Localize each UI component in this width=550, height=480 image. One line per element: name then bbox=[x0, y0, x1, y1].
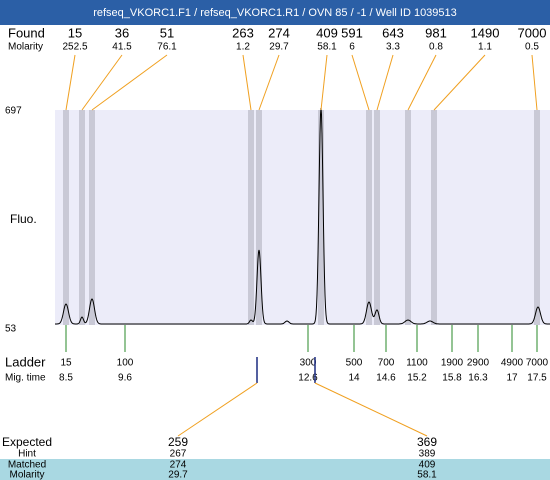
ladder-size: 700 bbox=[378, 358, 395, 369]
matched-size: 274 bbox=[170, 460, 187, 471]
row-label: Found bbox=[8, 25, 45, 40]
found-molarity: 1.1 bbox=[478, 42, 492, 53]
row-label: Mig. time bbox=[5, 373, 46, 384]
found-molarity: 0.8 bbox=[429, 42, 443, 53]
peak-link bbox=[351, 54, 370, 111]
found-size: 263 bbox=[232, 25, 254, 40]
row-label: Hint bbox=[18, 449, 36, 460]
ladder-size: 1900 bbox=[441, 358, 464, 369]
peak-band bbox=[318, 110, 324, 325]
title: refseq_VKORC1.F1 / refseq_VKORC1.R1 / OV… bbox=[93, 7, 457, 19]
ladder-time: 15.8 bbox=[442, 373, 462, 384]
plot-area bbox=[55, 110, 550, 325]
row-label: Matched bbox=[8, 460, 46, 471]
matched-molarity: 29.7 bbox=[168, 470, 188, 480]
found-size: 981 bbox=[425, 25, 447, 40]
peak-band bbox=[256, 110, 262, 325]
found-size: 409 bbox=[316, 25, 338, 40]
peak-band bbox=[374, 110, 380, 325]
found-molarity: 58.1 bbox=[317, 42, 337, 53]
peak-link bbox=[91, 54, 168, 111]
ladder-size: 4900 bbox=[501, 358, 524, 369]
ladder-size: 300 bbox=[300, 358, 317, 369]
axis-label: Fluo. bbox=[10, 212, 37, 226]
hint-size: 267 bbox=[170, 449, 187, 460]
row-label: Ladder bbox=[5, 354, 46, 369]
title-bar bbox=[0, 0, 550, 25]
peak-band bbox=[63, 110, 69, 325]
row-label: Molarity bbox=[8, 42, 43, 53]
found-size: 274 bbox=[268, 25, 290, 40]
expected-size: 369 bbox=[417, 435, 437, 449]
ladder-time: 15.2 bbox=[407, 373, 427, 384]
ladder-time: 9.6 bbox=[118, 373, 132, 384]
row-label: Molarity bbox=[9, 470, 44, 480]
matched-size: 409 bbox=[419, 460, 436, 471]
peak-band bbox=[89, 110, 95, 325]
found-size: 36 bbox=[115, 25, 129, 40]
peak-band bbox=[431, 110, 437, 325]
ladder-time: 16.3 bbox=[468, 373, 488, 384]
matched-band bbox=[0, 459, 550, 480]
ladder-time: 12.6 bbox=[298, 373, 318, 384]
trace bbox=[55, 107, 550, 325]
found-size: 591 bbox=[341, 25, 363, 40]
peak-link bbox=[258, 54, 280, 111]
found-size: 51 bbox=[160, 25, 174, 40]
peak-band bbox=[534, 110, 540, 325]
peak-link bbox=[376, 54, 394, 111]
peak-link bbox=[242, 54, 252, 111]
ladder-size: 7000 bbox=[526, 358, 549, 369]
peak-link bbox=[65, 54, 76, 111]
found-molarity: 6 bbox=[349, 42, 355, 53]
found-molarity: 3.3 bbox=[386, 42, 400, 53]
peak-link bbox=[81, 54, 123, 111]
ladder-size: 500 bbox=[346, 358, 363, 369]
matched-molarity: 58.1 bbox=[417, 470, 437, 480]
expected-link bbox=[314, 382, 428, 437]
expected-link bbox=[177, 382, 258, 437]
peak-band bbox=[405, 110, 411, 325]
peak-link bbox=[320, 54, 328, 111]
found-size: 643 bbox=[382, 25, 404, 40]
found-molarity: 1.2 bbox=[236, 42, 250, 53]
peak-band bbox=[79, 110, 85, 325]
y-tick-label: 697 bbox=[5, 106, 22, 117]
found-size: 7000 bbox=[518, 25, 547, 40]
found-molarity: 41.5 bbox=[112, 42, 132, 53]
ladder-size: 2900 bbox=[467, 358, 490, 369]
found-size: 15 bbox=[68, 25, 82, 40]
ladder-time: 14 bbox=[348, 373, 360, 384]
peak-link bbox=[433, 54, 486, 111]
found-size: 1490 bbox=[471, 25, 500, 40]
peak-link bbox=[531, 54, 538, 111]
ladder-time: 8.5 bbox=[59, 373, 73, 384]
ladder-size: 100 bbox=[117, 358, 134, 369]
hint-size: 389 bbox=[419, 449, 436, 460]
ladder-size: 15 bbox=[60, 358, 72, 369]
row-label: Expected bbox=[2, 435, 52, 449]
expected-size: 259 bbox=[168, 435, 188, 449]
found-molarity: 76.1 bbox=[157, 42, 177, 53]
peak-band bbox=[248, 110, 254, 325]
found-molarity: 0.5 bbox=[525, 42, 539, 53]
ladder-time: 17.5 bbox=[527, 373, 547, 384]
found-molarity: 252.5 bbox=[62, 42, 87, 53]
ladder-size: 1100 bbox=[406, 358, 428, 369]
ladder-time: 14.6 bbox=[376, 373, 396, 384]
peak-band bbox=[366, 110, 372, 325]
y-tick-label: 53 bbox=[5, 324, 17, 335]
found-molarity: 29.7 bbox=[269, 42, 289, 53]
peak-link bbox=[407, 54, 437, 111]
ladder-time: 17 bbox=[506, 373, 518, 384]
